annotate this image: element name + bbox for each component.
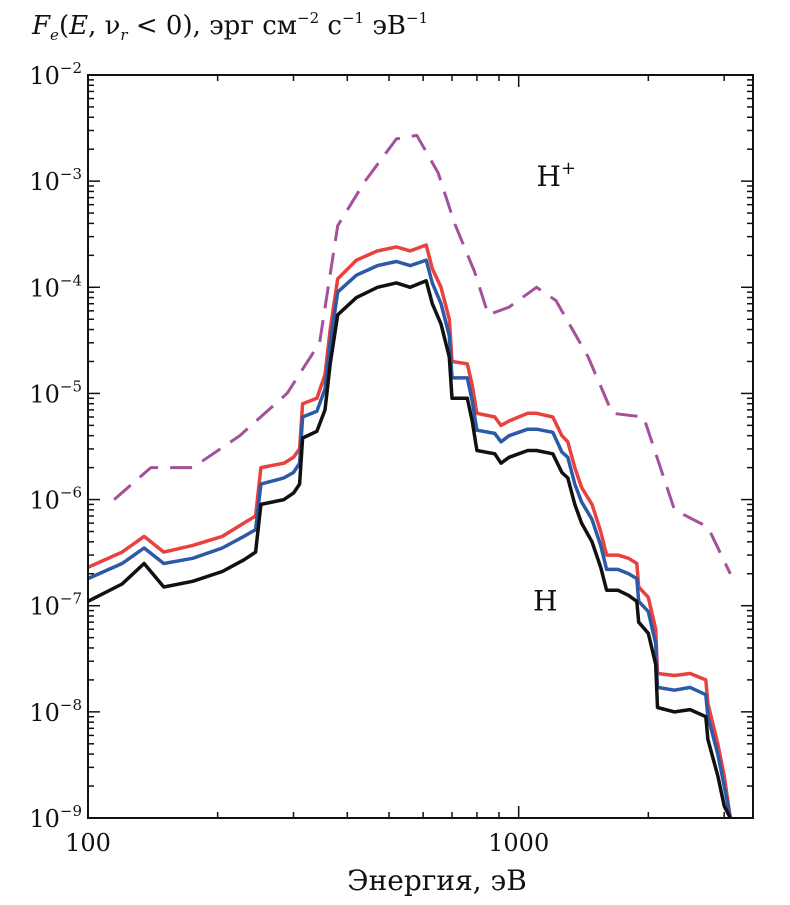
y-tick-label: 10−2	[29, 59, 82, 90]
plot-frame	[87, 74, 754, 819]
tick-label-layer: 10−9 10−8 10−7 10−6 10−5 10−4 10−3 10−2 100 1000	[29, 59, 549, 857]
x-axis-label: Энергия, эВ	[347, 864, 527, 897]
annotation-1: H	[533, 585, 557, 618]
series-line-2	[87, 258, 733, 819]
annotation-0: H+	[537, 158, 577, 193]
series-line-1	[87, 243, 733, 819]
x-tick-label: 1000	[488, 829, 549, 857]
series-line-3	[87, 279, 732, 819]
y-axis-label: Fe(E, νr < 0), эрг см−2 с−1 эВ−1	[31, 9, 428, 44]
series-layer	[87, 133, 733, 819]
x-tick-label: 100	[65, 829, 111, 857]
series-line-0	[113, 133, 732, 575]
y-tick-label: 10−4	[29, 271, 82, 302]
y-tick-label: 10−6	[29, 484, 82, 515]
y-tick-label: 10−7	[29, 590, 82, 621]
y-tick-label: 10−9	[29, 802, 82, 833]
y-tick-label: 10−5	[29, 377, 82, 408]
tick-layer	[87, 75, 753, 819]
y-tick-label: 10−8	[29, 696, 82, 727]
y-tick-label: 10−3	[29, 165, 82, 196]
annotation-layer: H+ H	[533, 158, 576, 618]
